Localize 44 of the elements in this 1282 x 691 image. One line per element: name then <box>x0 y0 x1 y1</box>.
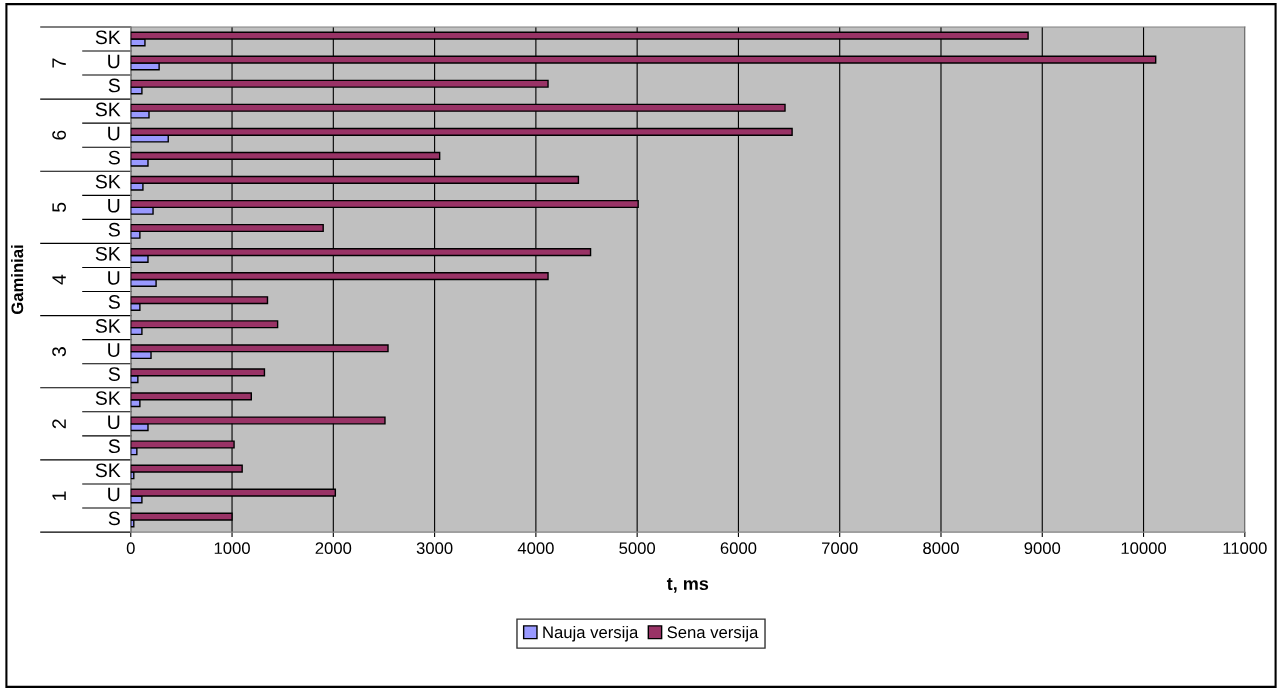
y-tick-label: SK <box>95 102 121 117</box>
x-tick-label: 5000 <box>619 542 656 555</box>
y-tick-label: U <box>108 54 120 69</box>
y-tick-label: S <box>108 295 120 309</box>
x-tick-label: 10000 <box>1121 542 1167 555</box>
x-tick-label: 1000 <box>214 542 250 555</box>
text: 4 <box>52 274 66 285</box>
legend-label: Nauja versija <box>543 625 639 642</box>
y-tick-label: SK <box>95 391 121 405</box>
y-tick-label: U <box>108 343 120 357</box>
x-axis-title: t, ms <box>666 578 709 593</box>
text: 1 <box>52 491 66 500</box>
y-tick-label: U <box>108 199 120 213</box>
y-tick-label: S <box>108 511 120 526</box>
text: 3 <box>52 347 66 357</box>
x-tick-label: 0 <box>126 542 135 555</box>
y-tick-label: SK <box>95 319 121 333</box>
legend-label: Sena versija <box>667 625 759 642</box>
x-tick-label: 8000 <box>923 542 959 555</box>
y-tick-label: S <box>108 367 120 381</box>
x-tick-label: 6000 <box>720 542 757 555</box>
y-tick-label: U <box>108 271 120 285</box>
x-tick-label: 2000 <box>315 542 352 555</box>
y-tick-label: SK <box>95 30 121 45</box>
text: 7 <box>52 58 66 68</box>
y-tick-label: U <box>108 415 120 430</box>
y-tick-label: S <box>108 78 120 93</box>
y-tick-label: U <box>108 487 120 502</box>
x-tick-label: 9000 <box>1024 542 1061 555</box>
y-axis-title: Gaminiai <box>11 245 24 315</box>
y-tick-label: S <box>108 439 120 454</box>
text: 6 <box>52 130 66 140</box>
y-tick-label: SK <box>95 174 121 189</box>
text: 5 <box>52 202 66 212</box>
x-tick-label: 11000 <box>1223 542 1267 555</box>
x-tick-label: 3000 <box>416 542 453 555</box>
x-tick-label: 7000 <box>822 542 858 555</box>
x-tick-label: 4000 <box>517 542 554 555</box>
y-tick-label: S <box>108 150 120 165</box>
text: 2 <box>52 419 66 429</box>
y-tick-label: U <box>108 126 120 141</box>
y-tick-label: SK <box>95 463 121 478</box>
y-tick-label: S <box>108 222 120 237</box>
y-tick-label: SK <box>95 246 121 261</box>
